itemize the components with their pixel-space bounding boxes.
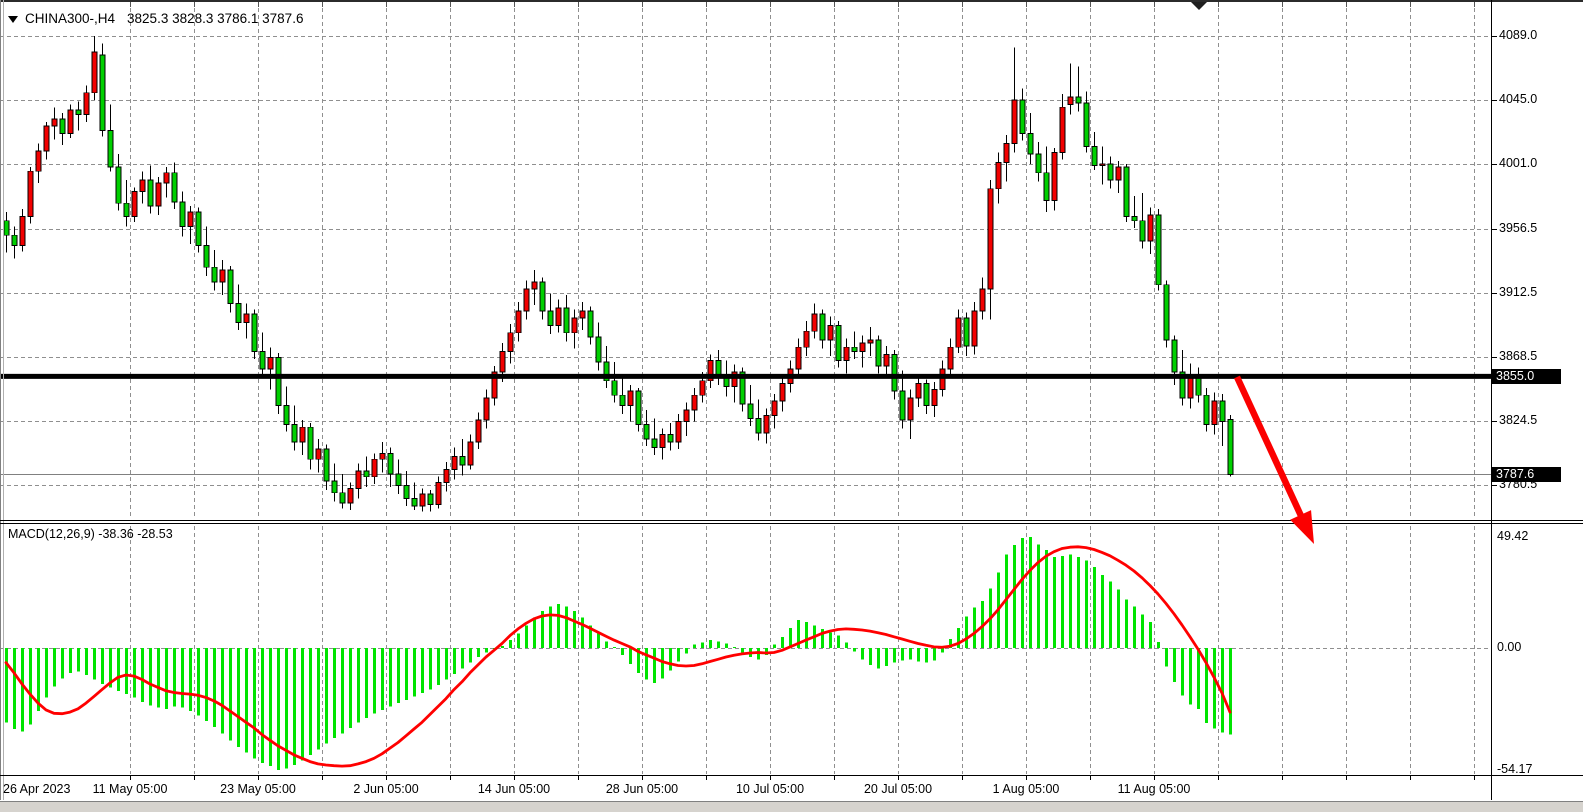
window-bottom-edge <box>0 801 1583 812</box>
macd-axis-zero-label: 0.00 <box>1497 640 1522 654</box>
symbol-period-label: CHINA300-,H4 <box>25 11 116 26</box>
macd-axis-min-label: -54.17 <box>1497 762 1533 776</box>
current-price-label: 3787.6 <box>1492 467 1561 482</box>
time-axis-label: 10 Jul 05:00 <box>735 782 805 796</box>
price-axis-label: 3824.5 <box>1499 413 1538 427</box>
time-axis-label: 1 Aug 05:00 <box>992 782 1060 796</box>
price-axis-label: 4001.0 <box>1499 156 1538 170</box>
macd-signal-line <box>4 545 1232 768</box>
price-axis-label: 3912.5 <box>1499 285 1538 299</box>
ohlc-readout: 3825.3 3828.3 3786.1 3787.6 <box>127 11 304 26</box>
price-axis-label: 3956.5 <box>1499 221 1538 235</box>
time-axis-label: 2 Jun 05:00 <box>353 782 419 796</box>
price-axis-label: 3868.5 <box>1499 349 1538 363</box>
chart-shift-icon[interactable] <box>1191 2 1207 10</box>
support-price-label: 3855.0 <box>1492 369 1561 384</box>
price-axis-label: 4089.0 <box>1499 28 1538 42</box>
chart-title: CHINA300-,H4 3825.3 3828.3 3786.1 3787.6 <box>8 11 303 26</box>
macd-indicator-label: MACD(12,26,9) -38.36 -28.53 <box>8 527 173 541</box>
time-axis-label: 11 May 05:00 <box>92 782 168 796</box>
grid <box>0 2 1497 780</box>
time-axis-label: 11 Aug 05:00 <box>1117 782 1191 796</box>
macd-axis-max-label: 49.42 <box>1497 529 1529 543</box>
time-axis-label: 14 Jun 05:00 <box>477 782 551 796</box>
time-axis-label: 26 Apr 2023 <box>3 782 71 796</box>
price-axis-label: 4045.0 <box>1499 92 1538 106</box>
time-axis-label: 20 Jul 05:00 <box>863 782 933 796</box>
candlestick-series <box>3 36 1234 512</box>
macd-histogram <box>5 536 1232 770</box>
symbol-dropdown-icon[interactable] <box>8 16 18 23</box>
trend-arrow[interactable] <box>1234 375 1314 544</box>
pane-divider[interactable] <box>0 519 1583 525</box>
time-axis-label: 23 May 05:00 <box>220 782 296 796</box>
time-axis-label: 28 Jun 05:00 <box>605 782 679 796</box>
support-line-3855[interactable] <box>0 373 1491 379</box>
